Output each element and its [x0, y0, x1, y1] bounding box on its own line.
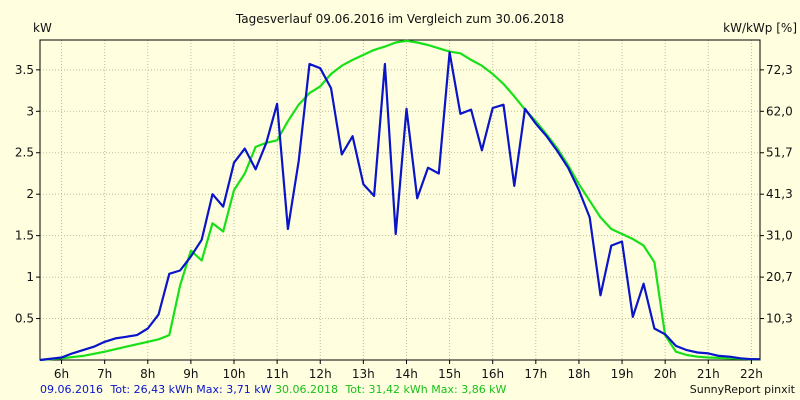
y-right-tick-label: 41,3: [766, 187, 793, 201]
x-tick-label: 16h: [481, 367, 504, 381]
y-left-tick-label: 0.5: [15, 312, 34, 326]
footer-series1-stats: Tot: 26,43 kWh Max: 3,71 kW: [109, 383, 271, 396]
y-right-tick-label: 20,7: [766, 270, 793, 284]
x-tick-label: 20h: [654, 367, 677, 381]
y-axis-right-label: kW/kWp [%]: [723, 21, 797, 35]
x-tick-label: 8h: [140, 367, 155, 381]
chart-title: Tagesverlauf 09.06.2016 im Vergleich zum…: [235, 12, 564, 26]
series-layer: [39, 39, 760, 362]
y-right-tick-label: 31,0: [766, 229, 793, 243]
y-right-tick-label: 51,7: [766, 146, 793, 160]
x-tick-label: 11h: [266, 367, 289, 381]
y-left-tick-label: 1.5: [15, 229, 34, 243]
x-tick-label: 9h: [183, 367, 198, 381]
x-tick-label: 10h: [223, 367, 246, 381]
x-axis-ticks: 6h 7h 8h 9h 10h 11h 12h 13h 14h 15h 16h 17h 18h 19h 20…: [54, 360, 763, 381]
y-left-tick-label: 2: [26, 187, 34, 201]
y-left-tick-label: 3.5: [15, 63, 34, 77]
plot-frame: [39, 39, 761, 361]
x-tick-label: 17h: [524, 367, 547, 381]
x-tick-label: 22h: [740, 367, 763, 381]
x-tick-label: 13h: [352, 367, 375, 381]
x-tick-label: 14h: [395, 367, 418, 381]
y-left-tick-label: 3: [26, 104, 34, 118]
series-line-2016: [39, 51, 760, 362]
x-tick-label: 21h: [697, 367, 720, 381]
y-left-tick-label: 1: [26, 270, 34, 284]
y-axis-left-ticks: 0.5 1 1.5 2 2.5 3 3.5: [15, 63, 40, 326]
footer-series1-date: 09.06.2016: [40, 383, 103, 396]
footer-series2-stats: Tot: 31,42 kWh Max: 3,86 kW: [344, 383, 506, 396]
x-tick-label: 6h: [54, 367, 69, 381]
x-tick-label: 19h: [611, 367, 634, 381]
y-axis-right-ticks: 10,3 20,7 31,0 41,3 51,7 62,0 72,3: [760, 63, 793, 326]
footer-legend: 09.06.2016 Tot: 26,43 kWh Max: 3,71 kW 3…: [40, 383, 507, 396]
x-tick-label: 12h: [309, 367, 332, 381]
y-left-tick-label: 2.5: [15, 146, 34, 160]
series-line-2018: [39, 39, 760, 362]
x-tick-label: 7h: [97, 367, 112, 381]
y-axis-left-label: kW: [33, 21, 52, 35]
footer-series2-date: 30.06.2018: [275, 383, 338, 396]
y-right-tick-label: 62,0: [766, 104, 793, 118]
y-right-tick-label: 10,3: [766, 312, 793, 326]
grid-lines: [40, 40, 760, 360]
x-tick-label: 15h: [438, 367, 461, 381]
footer-credit: SunnyReport pinxit: [690, 383, 796, 396]
x-tick-label: 18h: [567, 367, 590, 381]
y-right-tick-label: 72,3: [766, 63, 793, 77]
